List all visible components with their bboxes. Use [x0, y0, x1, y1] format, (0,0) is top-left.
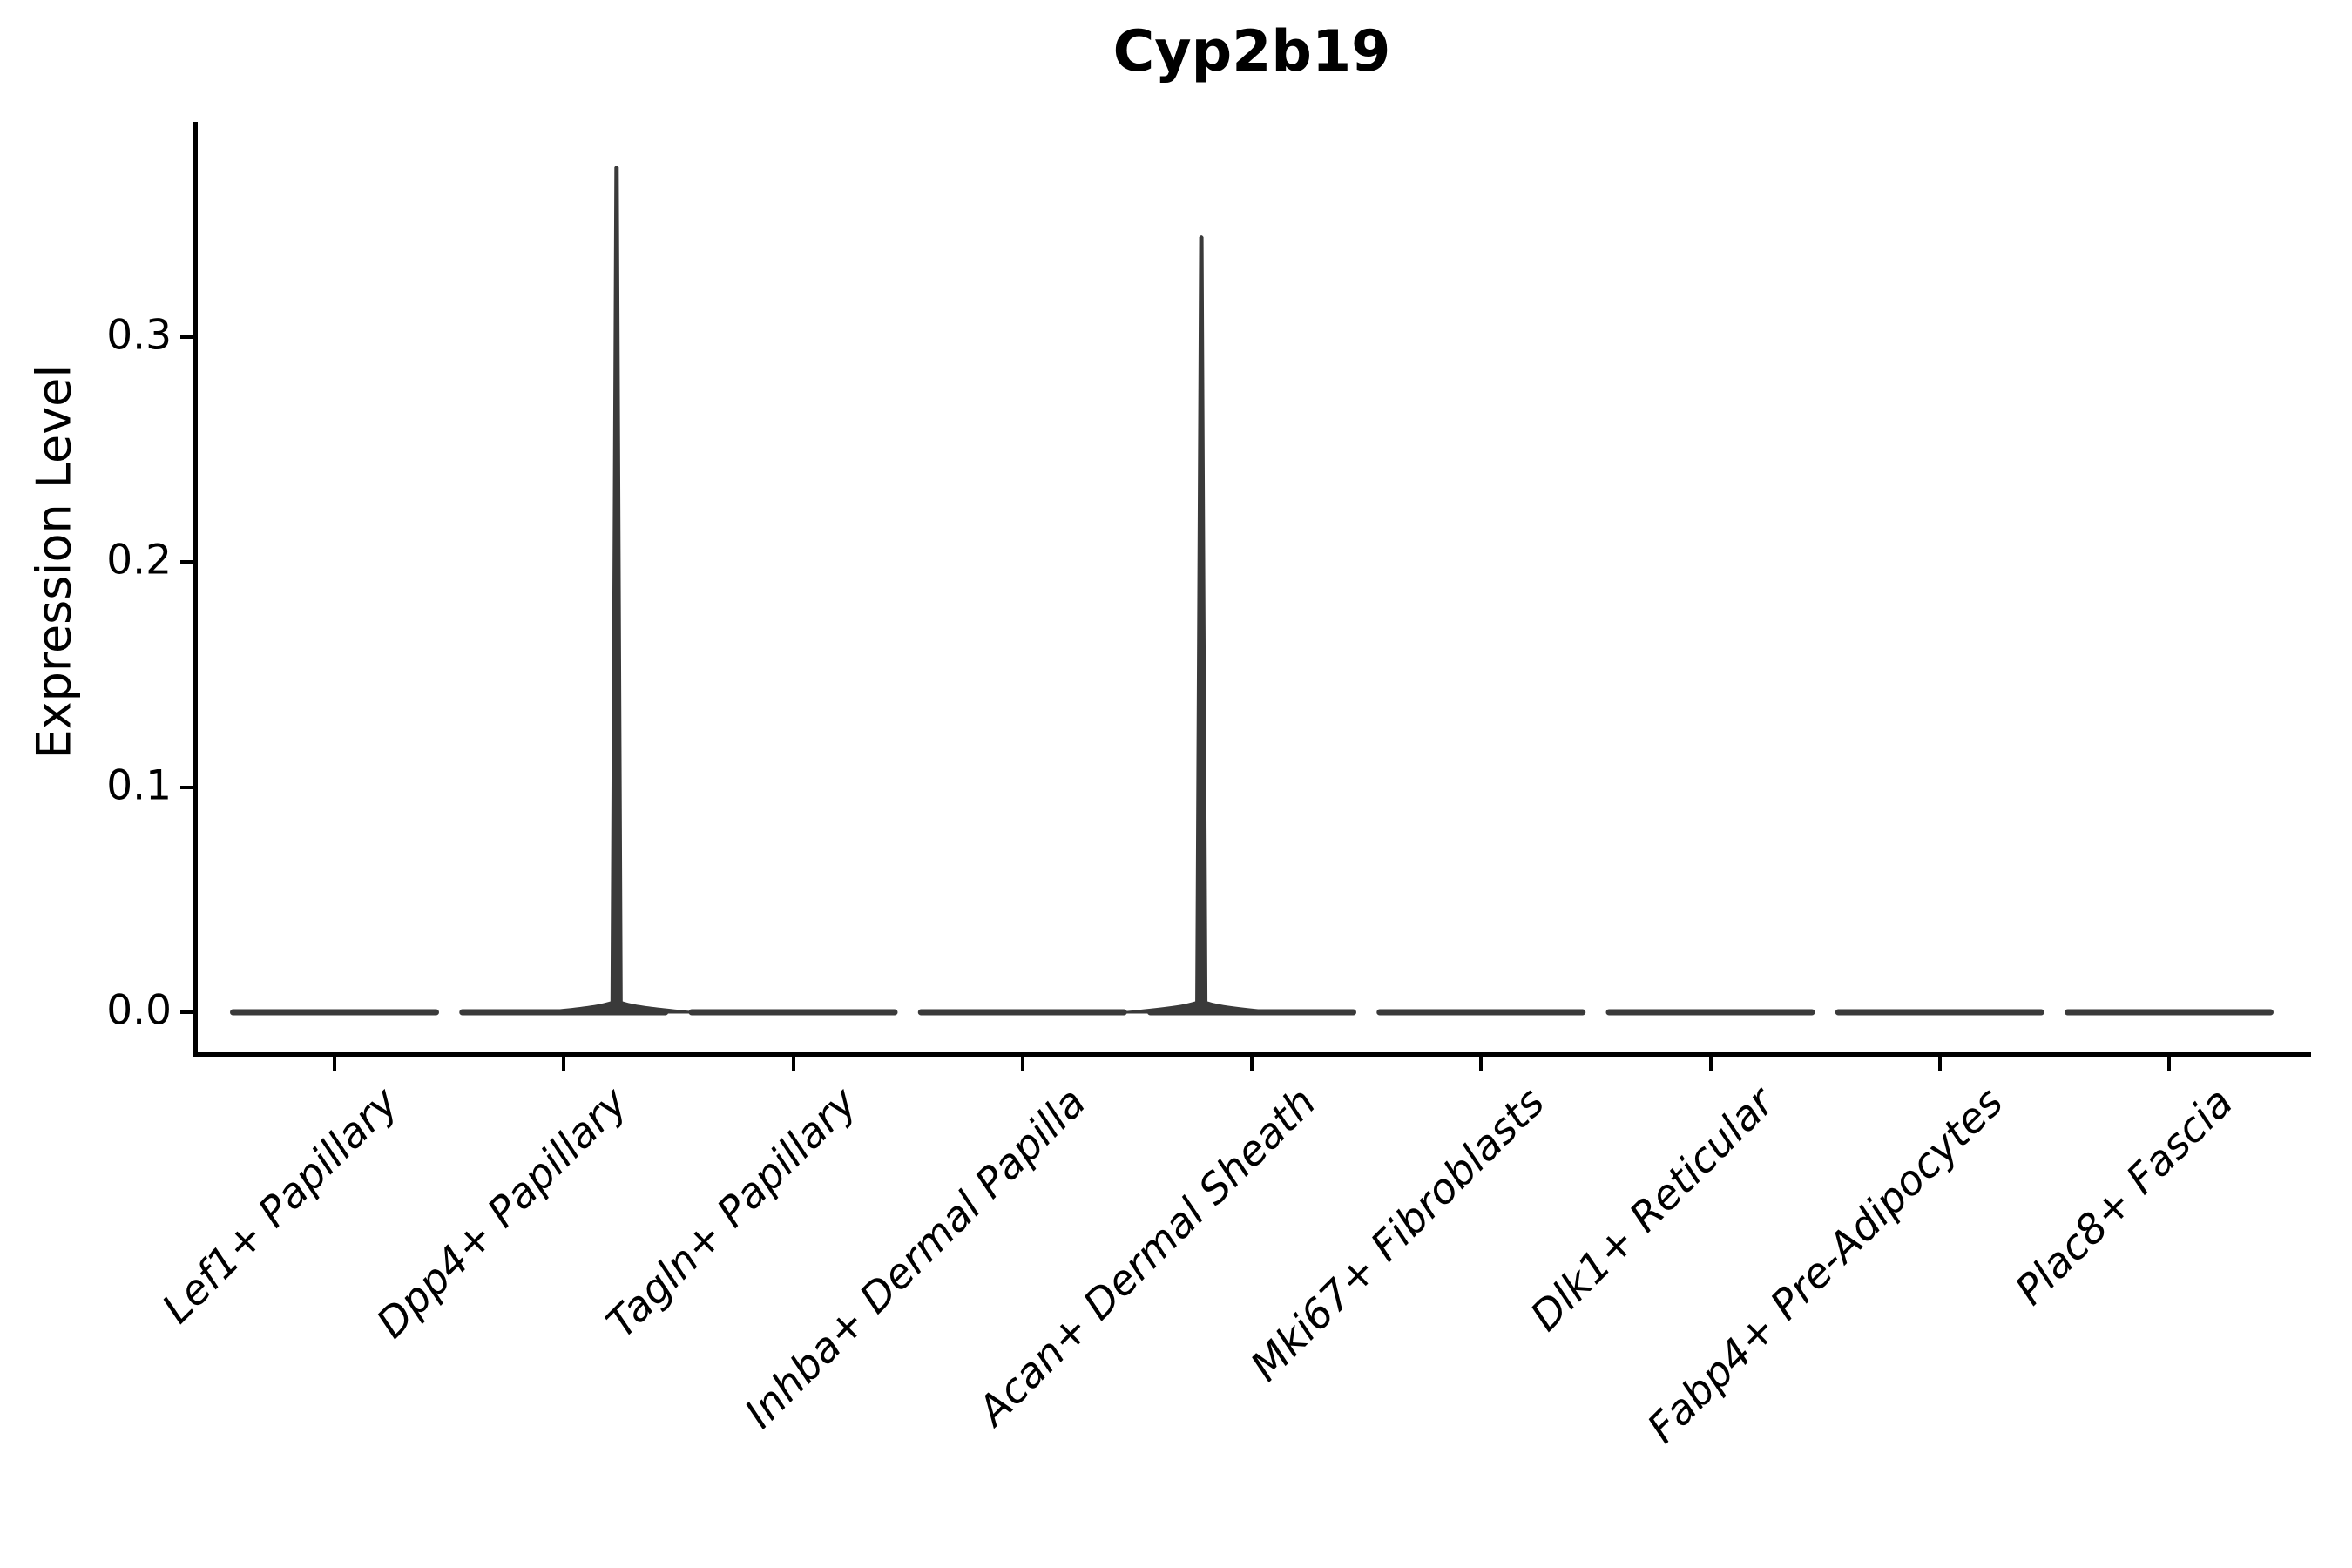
x-tick-mark — [1937, 1056, 1942, 1071]
y-axis-line — [193, 122, 198, 1057]
x-tick-mark — [1708, 1056, 1713, 1071]
y-tick-label: 0.3 — [106, 311, 172, 360]
violin-inhba-dermal-papilla — [917, 1009, 1127, 1016]
violin-tail-spike — [518, 166, 714, 1014]
y-tick-label: 0.2 — [106, 536, 172, 585]
violin-bulk-bar — [688, 1009, 898, 1016]
x-tick-mark — [1479, 1056, 1484, 1071]
violin-bulk-bar — [917, 1009, 1127, 1016]
violin-mki67-fibroblasts — [1376, 1009, 1586, 1016]
violin-tagln-papillary — [688, 1009, 898, 1016]
violin-lef1-papillary — [230, 1009, 439, 1016]
chart-title: Cyp2b19 — [1112, 19, 1391, 84]
violin-bulk-bar — [230, 1009, 439, 1016]
violin-fabp4-pre-adipocytes — [1835, 1009, 2044, 1016]
x-tick-mark — [1020, 1056, 1024, 1071]
x-tick-mark — [1250, 1056, 1254, 1071]
y-tick-label: 0.0 — [106, 986, 172, 1035]
y-tick-label: 0.1 — [106, 760, 172, 809]
y-tick-mark — [180, 1010, 194, 1014]
violin-plac8-fascia — [2065, 1009, 2274, 1016]
violin-tail-spike — [1104, 235, 1300, 1014]
violin-dpp4-papillary — [459, 166, 714, 1016]
violin-acan-dermal-sheath — [1104, 235, 1356, 1016]
x-tick-mark — [562, 1056, 566, 1071]
violin-bulk-bar — [1835, 1009, 2044, 1016]
y-tick-mark — [180, 785, 194, 789]
violin-bulk-bar — [1376, 1009, 1586, 1016]
x-axis-line — [193, 1052, 2311, 1057]
y-tick-mark — [180, 560, 194, 564]
x-tick-mark — [333, 1056, 336, 1071]
violin-bulk-bar — [2065, 1009, 2274, 1016]
x-tick-mark — [2167, 1056, 2171, 1071]
y-tick-mark — [180, 335, 194, 339]
violin-dlk1-reticular — [1605, 1009, 1815, 1016]
x-tick-mark — [791, 1056, 795, 1071]
violin-bulk-bar — [1605, 1009, 1815, 1016]
